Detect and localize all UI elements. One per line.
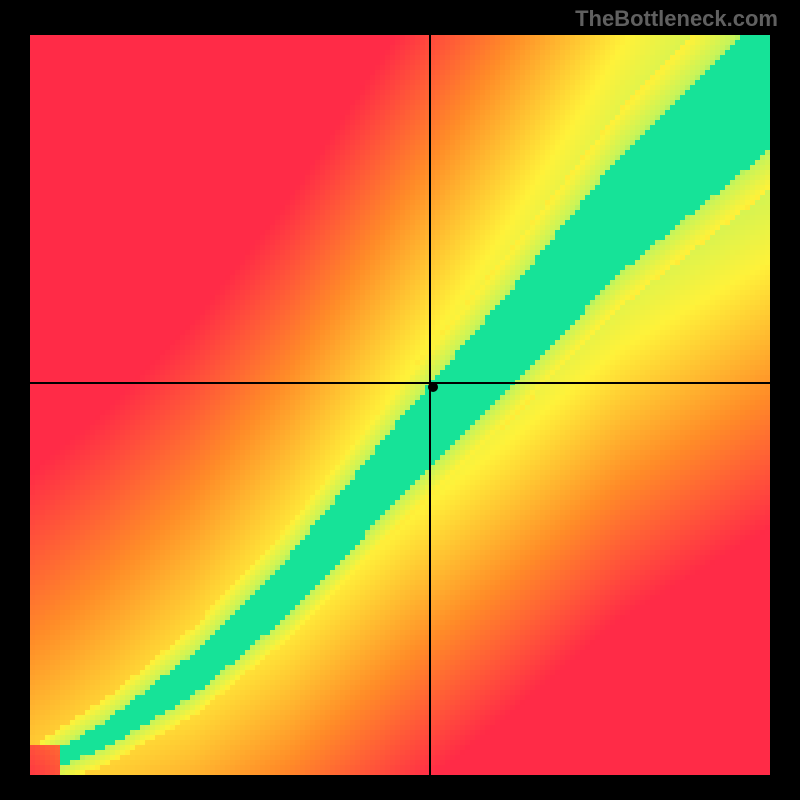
crosshair-vertical: [429, 35, 431, 775]
watermark-text: TheBottleneck.com: [575, 6, 778, 32]
heatmap-canvas: [30, 35, 770, 775]
data-point-marker: [428, 382, 438, 392]
heatmap-plot: [30, 35, 770, 775]
chart-container: TheBottleneck.com: [0, 0, 800, 800]
crosshair-horizontal: [30, 382, 770, 384]
